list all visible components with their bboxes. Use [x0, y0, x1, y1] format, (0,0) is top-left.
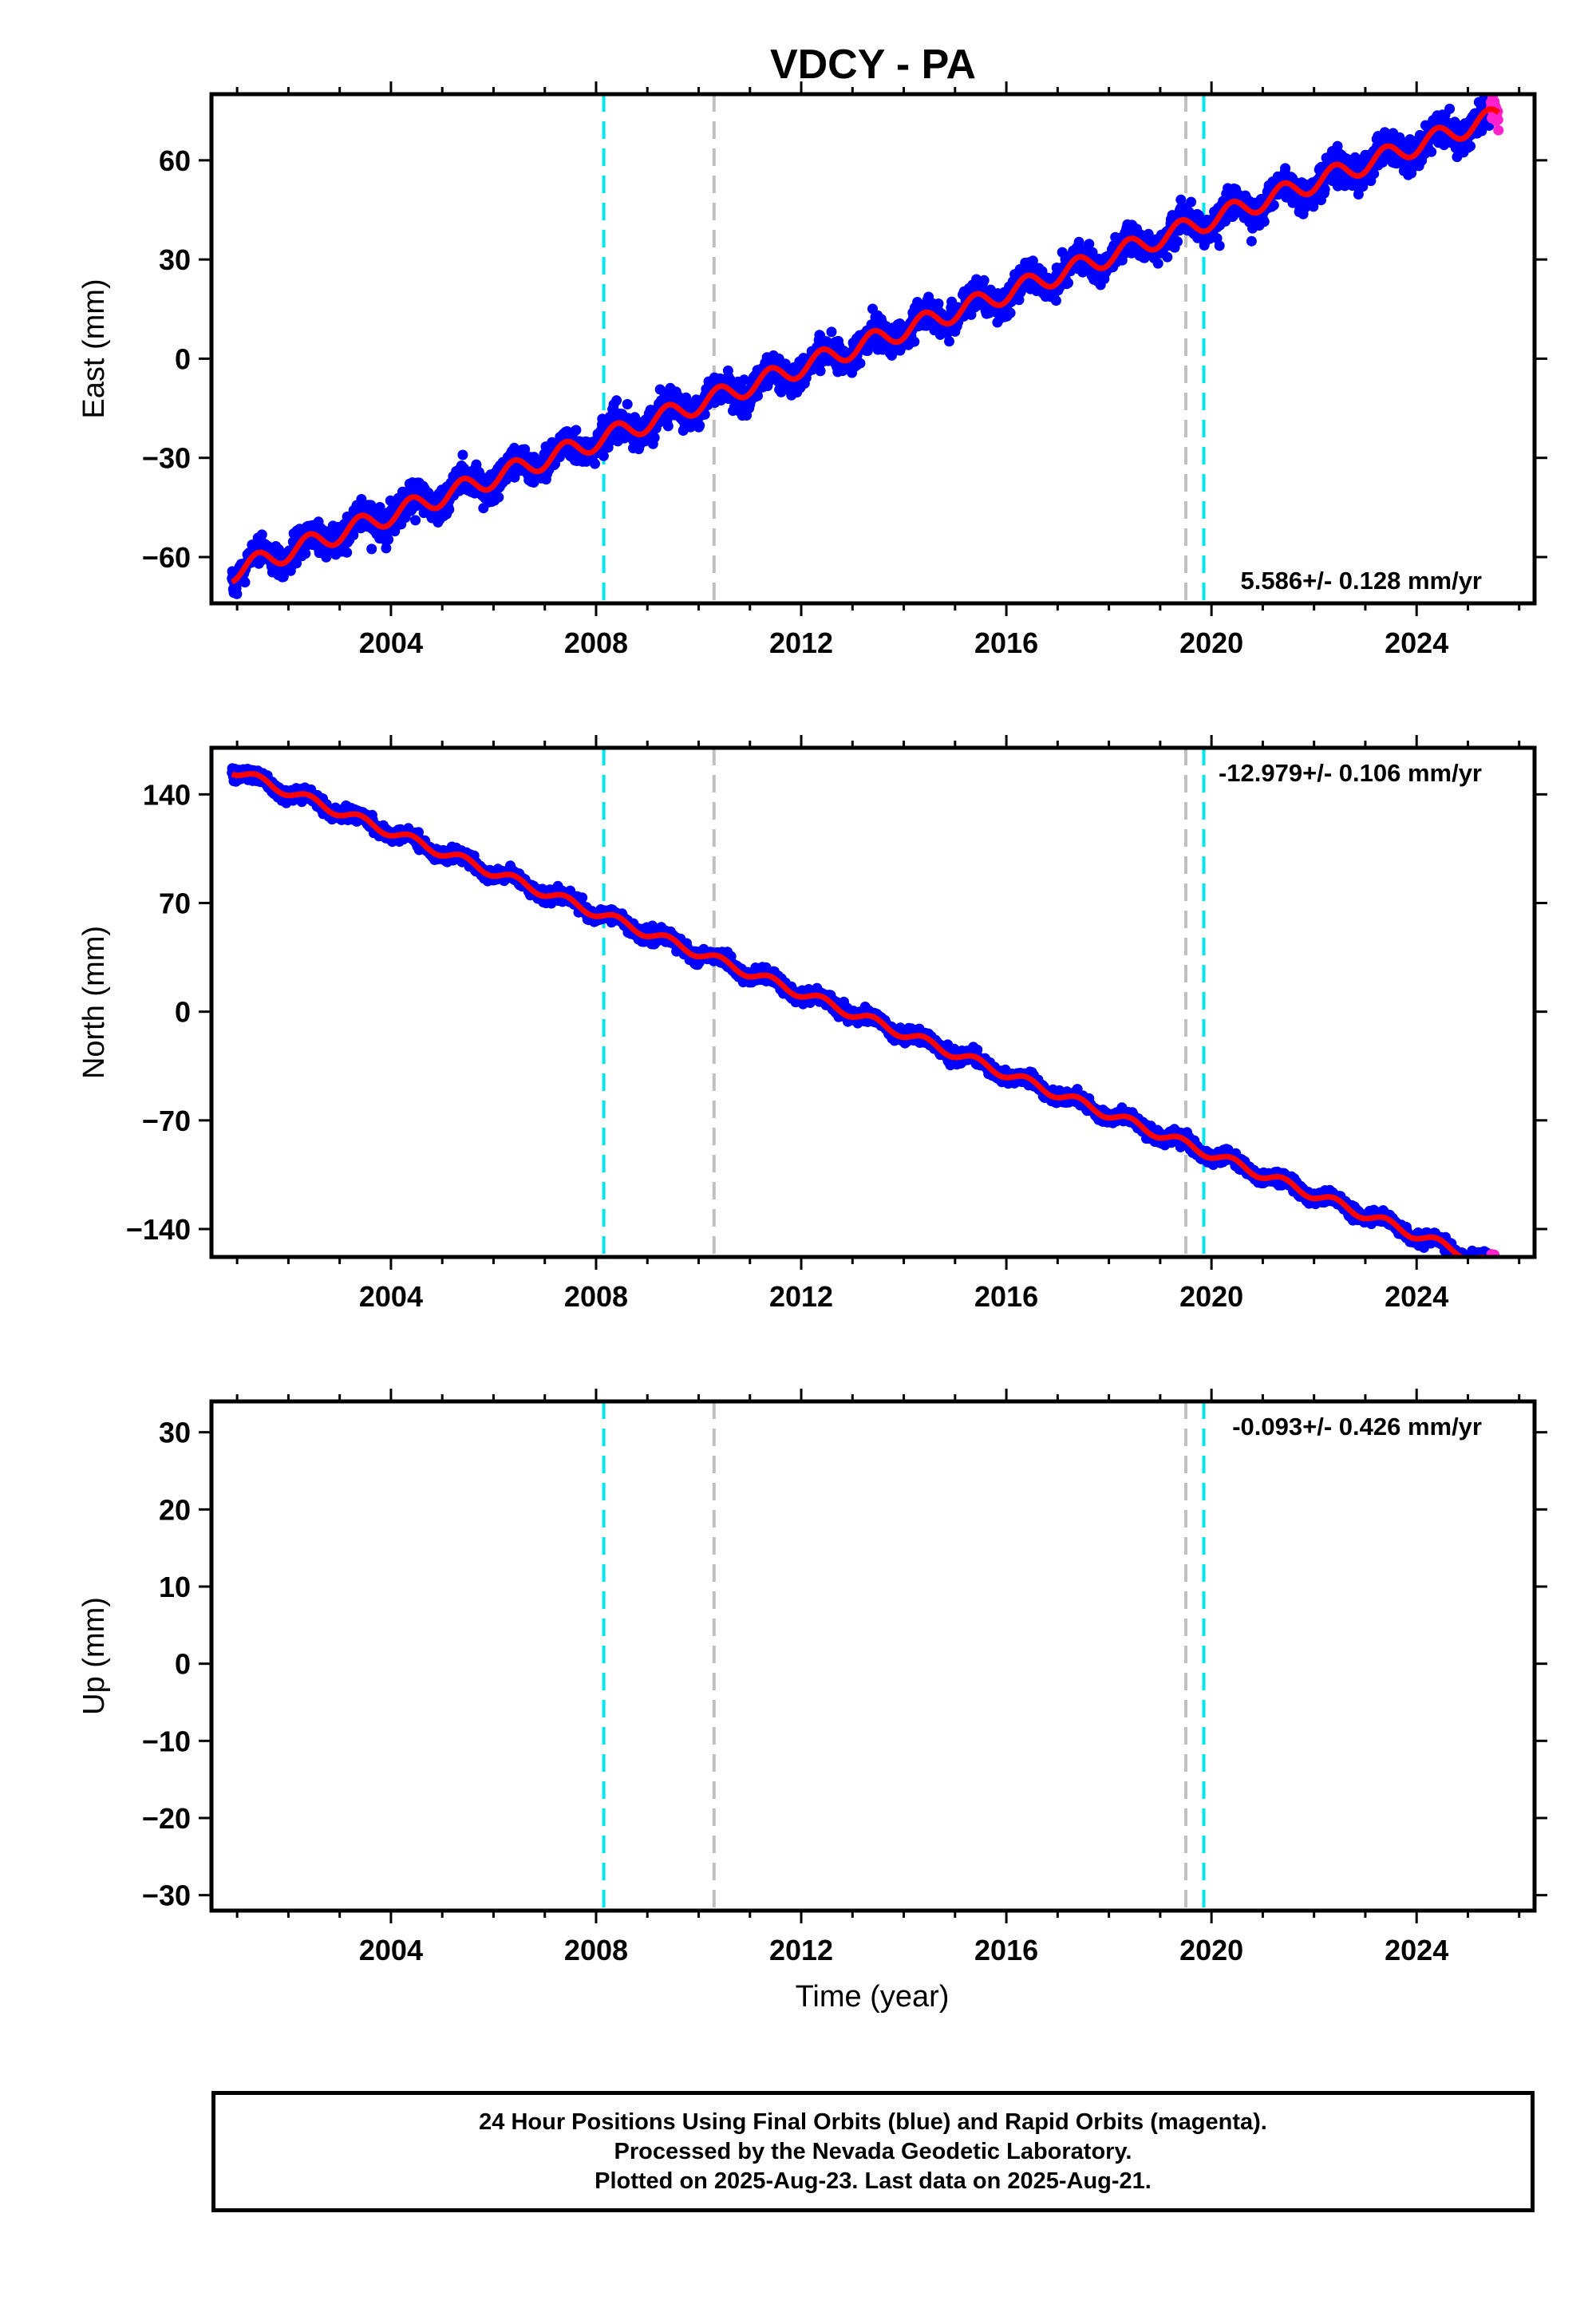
data-points-east — [227, 90, 1503, 599]
final-point — [979, 275, 990, 286]
final-point — [944, 336, 954, 346]
plot-area — [227, 748, 1503, 1273]
final-point — [1153, 259, 1163, 269]
plot-area — [227, 90, 1503, 603]
final-point — [611, 395, 622, 405]
rate-label: 5.586+/- 0.128 mm/yr — [1241, 567, 1482, 595]
final-point — [855, 358, 866, 369]
x-tick-label: 2024 — [1385, 626, 1448, 659]
final-point — [1005, 308, 1016, 318]
final-point — [240, 577, 251, 587]
final-point — [493, 492, 504, 503]
final-point — [909, 337, 919, 347]
final-point — [1172, 236, 1183, 247]
final-point — [694, 421, 705, 431]
final-point — [827, 326, 837, 337]
final-point — [816, 366, 826, 376]
x-tick-label: 2004 — [359, 626, 423, 659]
final-point — [650, 433, 660, 443]
rapid-point — [1493, 125, 1503, 136]
final-point — [257, 529, 267, 539]
final-point — [366, 543, 377, 554]
y-axis-label: East (mm) — [77, 279, 111, 418]
y-tick-label: 60 — [159, 144, 191, 177]
final-point — [444, 504, 454, 515]
x-tick-label: 2020 — [1179, 626, 1243, 659]
final-point — [590, 459, 600, 469]
final-point — [342, 547, 352, 558]
final-point — [1215, 240, 1225, 251]
final-point — [571, 425, 581, 435]
x-tick-label: 2012 — [769, 626, 833, 659]
final-point — [1051, 295, 1061, 306]
panel-east: 2004 2008 2012 2016 2020 2024 −60 −30 0 30 60 East … — [77, 81, 1547, 659]
x-tick-label: 2008 — [564, 626, 628, 659]
y-tick-label: −30 — [142, 442, 191, 475]
final-point — [1186, 197, 1196, 207]
final-point — [381, 543, 391, 553]
y-tick-label: 0 — [175, 342, 191, 375]
y-tick-label: 30 — [159, 243, 191, 276]
x-tick-label: 2016 — [974, 626, 1038, 659]
final-point — [622, 399, 633, 409]
final-point — [1063, 278, 1073, 288]
final-point — [1246, 236, 1257, 247]
final-point — [383, 535, 393, 545]
final-point — [1259, 216, 1270, 227]
final-point — [1280, 163, 1290, 173]
final-point — [663, 421, 674, 431]
final-point — [1444, 104, 1455, 114]
final-point — [457, 450, 468, 460]
final-point — [231, 589, 242, 599]
rapid-point — [1493, 115, 1503, 125]
final-point — [410, 515, 421, 525]
final-point — [1162, 252, 1172, 263]
final-point — [1426, 147, 1436, 157]
final-point — [1465, 141, 1476, 152]
y-tick-label: −60 — [142, 541, 191, 574]
final-point — [1320, 184, 1330, 195]
figure-title: VDCY - PA — [770, 41, 976, 88]
